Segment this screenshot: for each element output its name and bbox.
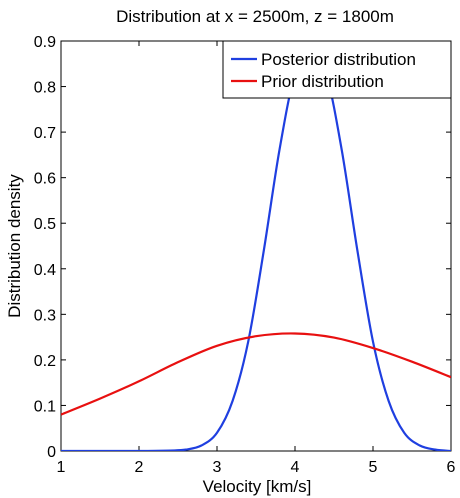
- x-tick-label: 5: [369, 459, 378, 476]
- legend-label: Posterior distribution: [261, 50, 416, 69]
- y-tick-label: 0.7: [34, 125, 56, 142]
- series-line-prior: [61, 332, 451, 416]
- y-tick-label: 0.2: [34, 353, 56, 370]
- legend-box: [222, 40, 452, 99]
- y-tick-label: 0.5: [34, 216, 56, 233]
- legend-label: Prior distribution: [261, 72, 384, 91]
- x-tick-label: 6: [447, 459, 456, 476]
- plot-area: 1 2 3 4 5 6 0 0.1 0.2 0.3 0.4 0.5 0.6 0.7 0.8 0.9 Poster…: [34, 34, 456, 476]
- y-tick-label: 0.9: [34, 34, 56, 51]
- y-tick-label: 0: [47, 444, 56, 461]
- y-tick-label: 0.3: [34, 307, 56, 324]
- plot-frame: [60, 40, 452, 452]
- x-tick-label: 3: [213, 459, 222, 476]
- chart-title: Distribution at x = 2500m, z = 1800m: [116, 7, 394, 26]
- x-axis-title: Velocity [km/s]: [203, 477, 312, 496]
- y-tick-label: 0.4: [34, 262, 56, 279]
- x-tick-label: 1: [57, 459, 66, 476]
- y-tick-label: 0.6: [34, 171, 56, 188]
- y-tick-label: 0.8: [34, 80, 56, 97]
- x-tick-label: 2: [135, 459, 144, 476]
- y-axis-title: Distribution density: [5, 174, 24, 318]
- x-tick-label: 4: [291, 459, 300, 476]
- y-tick-label: 0.1: [34, 398, 56, 415]
